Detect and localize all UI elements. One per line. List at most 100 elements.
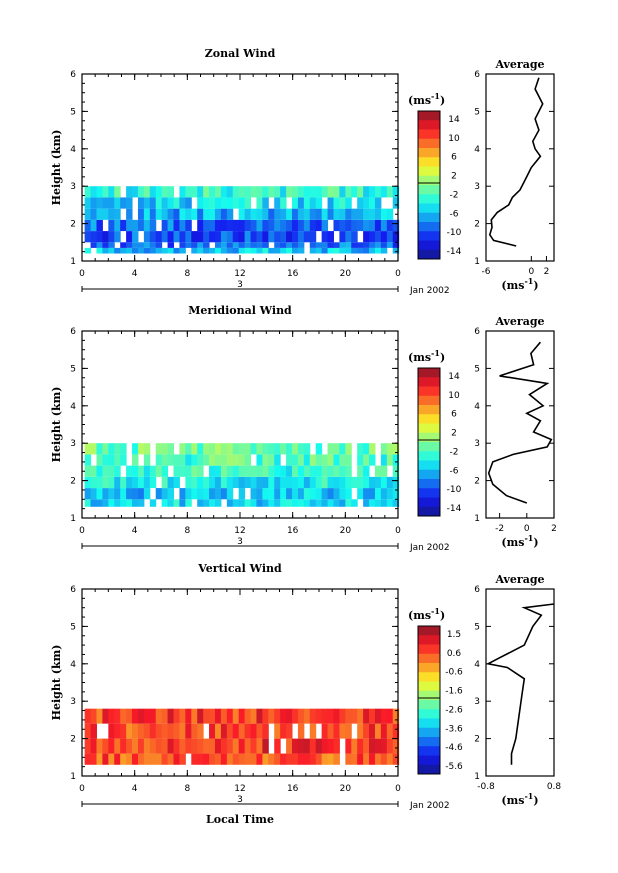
heatmap-cell [392,186,400,198]
heatmap-cell [386,723,394,739]
heatmap-cell [191,465,198,477]
colorbar-segment [418,222,440,232]
heatmap-cell [149,499,157,507]
heatmap-cell [363,443,370,455]
heatmap-cell [280,231,287,243]
heatmap-cell [120,488,127,500]
average-x-tick-label: 2 [544,267,550,277]
heatmap-cell [386,738,394,754]
heatmap-cell [256,476,263,489]
heatmap-cell [191,443,198,455]
heatmap-cell [286,499,293,507]
heatmap-cell [280,208,287,220]
heatmap-cell [339,499,346,507]
heatmap-cell [303,488,311,500]
x-tick-label: 20 [340,269,352,279]
colorbar-segment [418,718,440,729]
heatmap-cell [392,738,400,754]
heatmap-cell [126,708,133,724]
average-title: Average [494,573,544,586]
heatmap-cell [126,753,133,765]
heatmap-cell [321,242,329,248]
heatmap-cell [297,708,305,724]
heatmap-cell [179,454,186,466]
colorbar-segment [418,138,440,149]
heatmap-cell [143,242,151,248]
y-tick-label: 6 [70,327,76,337]
heatmap-cell [315,197,323,209]
heatmap-cell [297,231,305,243]
colorbar-segment [418,460,440,471]
heatmap-cell [363,186,370,198]
heatmap-cell [369,708,376,724]
heatmap-cell [132,454,139,466]
heatmap-cell [392,219,400,232]
heatmap-cell [143,753,151,765]
heatmap-cell [167,186,175,198]
heatmap-cell [386,753,394,765]
heatmap-cell [214,708,222,724]
heatmap-cell [250,738,257,754]
heatmap-cell [179,208,186,220]
heatmap-cell [244,219,252,232]
heatmap-cell [102,465,109,477]
heatmap-cell [179,219,186,232]
panel-title: Zonal Wind [205,47,276,60]
heatmap-cell [274,231,281,243]
heatmap-cell [197,465,204,477]
average-y-tick-label: 3 [474,439,480,449]
heatmap-cell [114,443,121,455]
heatmap-cell [339,488,346,500]
heatmap-cell [173,219,180,232]
average-frame [485,330,555,519]
heatmap-cell [327,208,334,220]
heatmap-cell [173,708,180,724]
colorbar-tick-label: 6 [451,153,457,163]
heatmap-cell [339,208,346,220]
heatmap-cell [173,231,180,243]
heatmap-cell [173,753,180,765]
heatmap-cell [84,219,92,232]
heatmap-field [84,708,400,765]
heatmap-cell [274,186,281,198]
heatmap-cell [374,738,382,754]
colorbar-segment [418,626,440,636]
heatmap-cell [303,499,311,507]
heatmap-cell [369,753,376,765]
heatmap-cell [90,443,97,455]
heatmap-cell [114,499,121,507]
heatmap-cell [268,443,275,455]
heatmap-cell [256,738,263,754]
heatmap-cell [185,186,192,198]
heatmap-cell [286,723,293,739]
colorbar-segment [418,727,440,738]
heatmap-cell [357,197,364,209]
heatmap-cell [232,231,240,243]
heatmap-cell [96,443,103,455]
x-tick-label: 12 [234,269,245,279]
heatmap-cell [297,208,305,220]
heatmap-cell [137,465,145,477]
heatmap-cell [155,488,163,500]
heatmap-cell [167,488,175,500]
heatmap-cell [339,197,346,209]
heatmap-cell [226,476,234,489]
heatmap-cell [167,247,175,254]
heatmap-cell [262,242,269,248]
heatmap-cell [357,465,364,477]
heatmap-cell [191,208,198,220]
heatmap-cell [232,723,240,739]
heatmap-cell [274,247,281,254]
heatmap-cell [108,465,115,477]
heatmap-cell [90,476,97,489]
heatmap-cell [120,197,127,209]
heatmap-cell [327,488,334,500]
heatmap-cell [386,231,394,243]
heatmap-cell [143,488,151,500]
heatmap-cell [102,208,109,220]
heatmap-cell [321,247,329,254]
heatmap-cell [226,219,234,232]
average-x-label: (ms-1) [501,791,538,807]
heatmap-cell [262,753,269,765]
heatmap-cell [386,499,394,507]
